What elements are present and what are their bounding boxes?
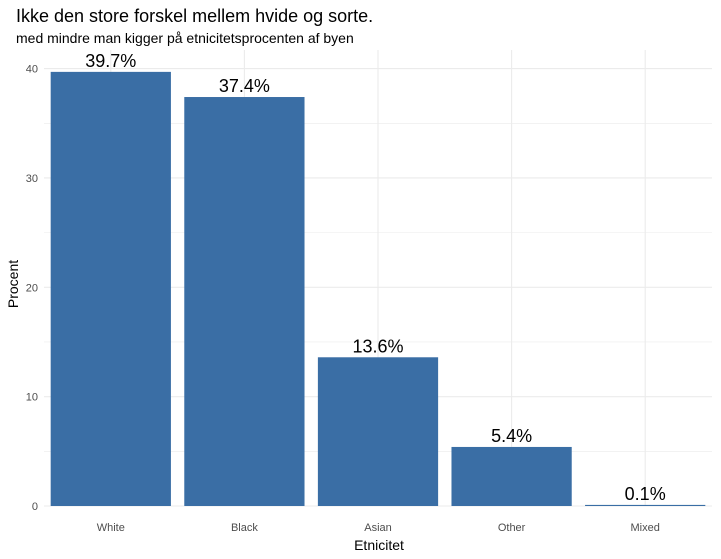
bar-black [184, 97, 305, 507]
bar-mixed [585, 504, 706, 506]
bar-asian [317, 357, 439, 506]
x-tick-label-asian: Asian [364, 522, 392, 534]
y-tick-label: 0 [32, 501, 38, 513]
data-label-mixed: 0.1% [625, 484, 666, 504]
chart-title: Ikke den store forskel mellem hvide og s… [16, 6, 373, 26]
y-tick-label: 10 [26, 392, 38, 404]
y-axis-ticks: 0 10 20 30 40 [26, 64, 38, 513]
bars [50, 71, 706, 507]
x-tick-label-other: Other [498, 522, 526, 534]
data-labels: 39.7% 37.4% 13.6% 5.4% 0.1% [85, 51, 665, 504]
x-axis-title: Etnicitet [354, 537, 404, 553]
data-label-asian: 13.6% [352, 336, 403, 356]
y-axis-title: Procent [5, 260, 21, 308]
data-label-other: 5.4% [491, 426, 532, 446]
bar-other [451, 446, 572, 506]
bar-white [50, 71, 171, 506]
y-tick-label: 30 [26, 173, 38, 185]
y-tick-label: 40 [26, 64, 38, 76]
x-tick-label-mixed: Mixed [631, 522, 660, 534]
chart-subtitle: med mindre man kigger på etnicitetsproce… [16, 30, 354, 46]
y-tick-label: 20 [26, 282, 38, 294]
x-tick-label-black: Black [231, 522, 258, 534]
x-axis-ticks: White Black Asian Other Mixed [97, 522, 660, 534]
x-tick-label-white: White [97, 522, 125, 534]
data-label-white: 39.7% [85, 51, 136, 71]
data-label-black: 37.4% [219, 76, 270, 96]
